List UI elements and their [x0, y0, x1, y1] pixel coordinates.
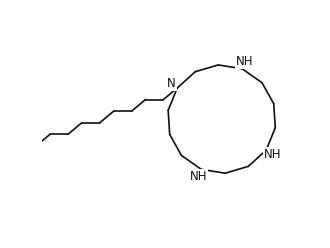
Text: NH: NH [190, 170, 207, 183]
Text: NH: NH [236, 56, 254, 68]
Text: N: N [167, 77, 176, 90]
Text: NH: NH [263, 148, 281, 161]
